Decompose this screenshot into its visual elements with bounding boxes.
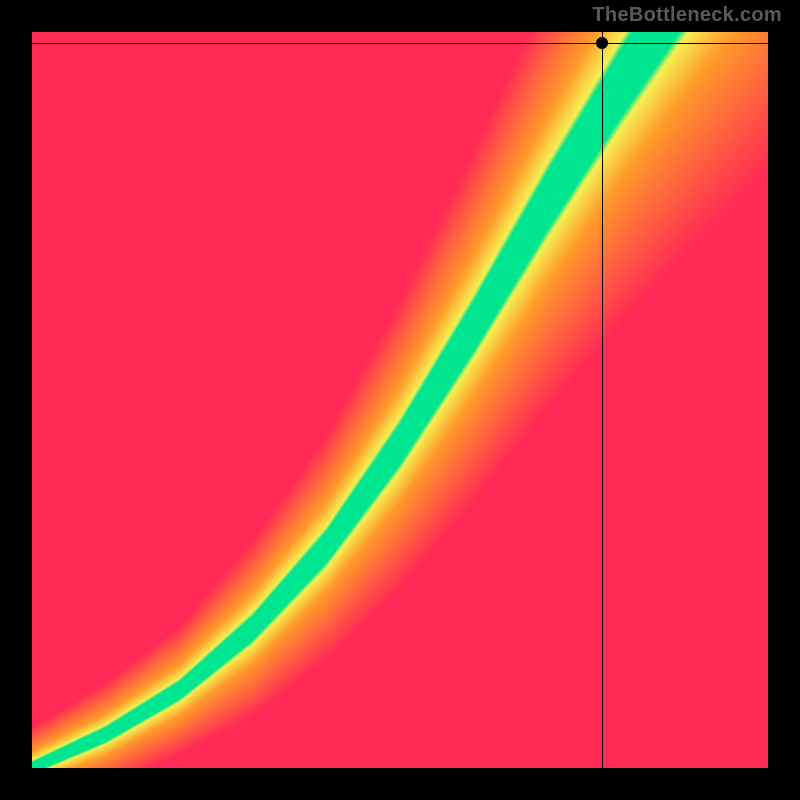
- plot-area: [32, 32, 768, 768]
- crosshair-marker: [596, 37, 608, 49]
- watermark-text: TheBottleneck.com: [592, 4, 782, 27]
- crosshair-vertical: [602, 32, 603, 768]
- crosshair-horizontal: [32, 43, 768, 44]
- heatmap-canvas: [32, 32, 768, 768]
- chart-container: TheBottleneck.com: [0, 0, 800, 800]
